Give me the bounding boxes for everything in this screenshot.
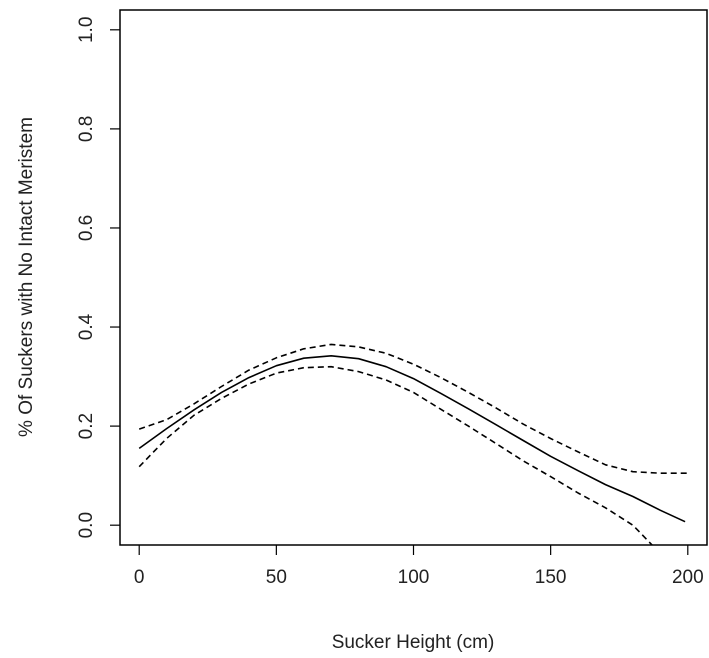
y-tick-label: 1.0 [76, 17, 97, 43]
y-tick-label: 0.6 [76, 215, 97, 241]
y-tick-label: 0.2 [76, 413, 97, 439]
x-axis-title: Sucker Height (cm) [332, 632, 495, 653]
series-group [138, 343, 688, 545]
plot-area [119, 9, 708, 546]
x-tick-label: 200 [672, 567, 704, 588]
x-tick-label: 50 [266, 567, 287, 588]
y-axis-title: % Of Suckers with No Intact Meristem [16, 117, 37, 437]
lower-confidence-line [138, 365, 653, 545]
fitted-line [138, 354, 686, 523]
axes: 0 50 100 150 200 0.0 0.2 0.4 0.6 0.8 1.0 [76, 17, 704, 588]
x-tick-label: 100 [398, 567, 430, 588]
y-tick-label: 0.8 [76, 116, 97, 142]
y-tick-label: 0.4 [76, 313, 97, 340]
upper-confidence-line [138, 343, 688, 475]
x-tick-label: 150 [535, 567, 567, 588]
y-tick-label: 0.0 [76, 512, 97, 538]
x-tick-label: 0 [134, 567, 145, 588]
plot-frame [119, 9, 708, 546]
